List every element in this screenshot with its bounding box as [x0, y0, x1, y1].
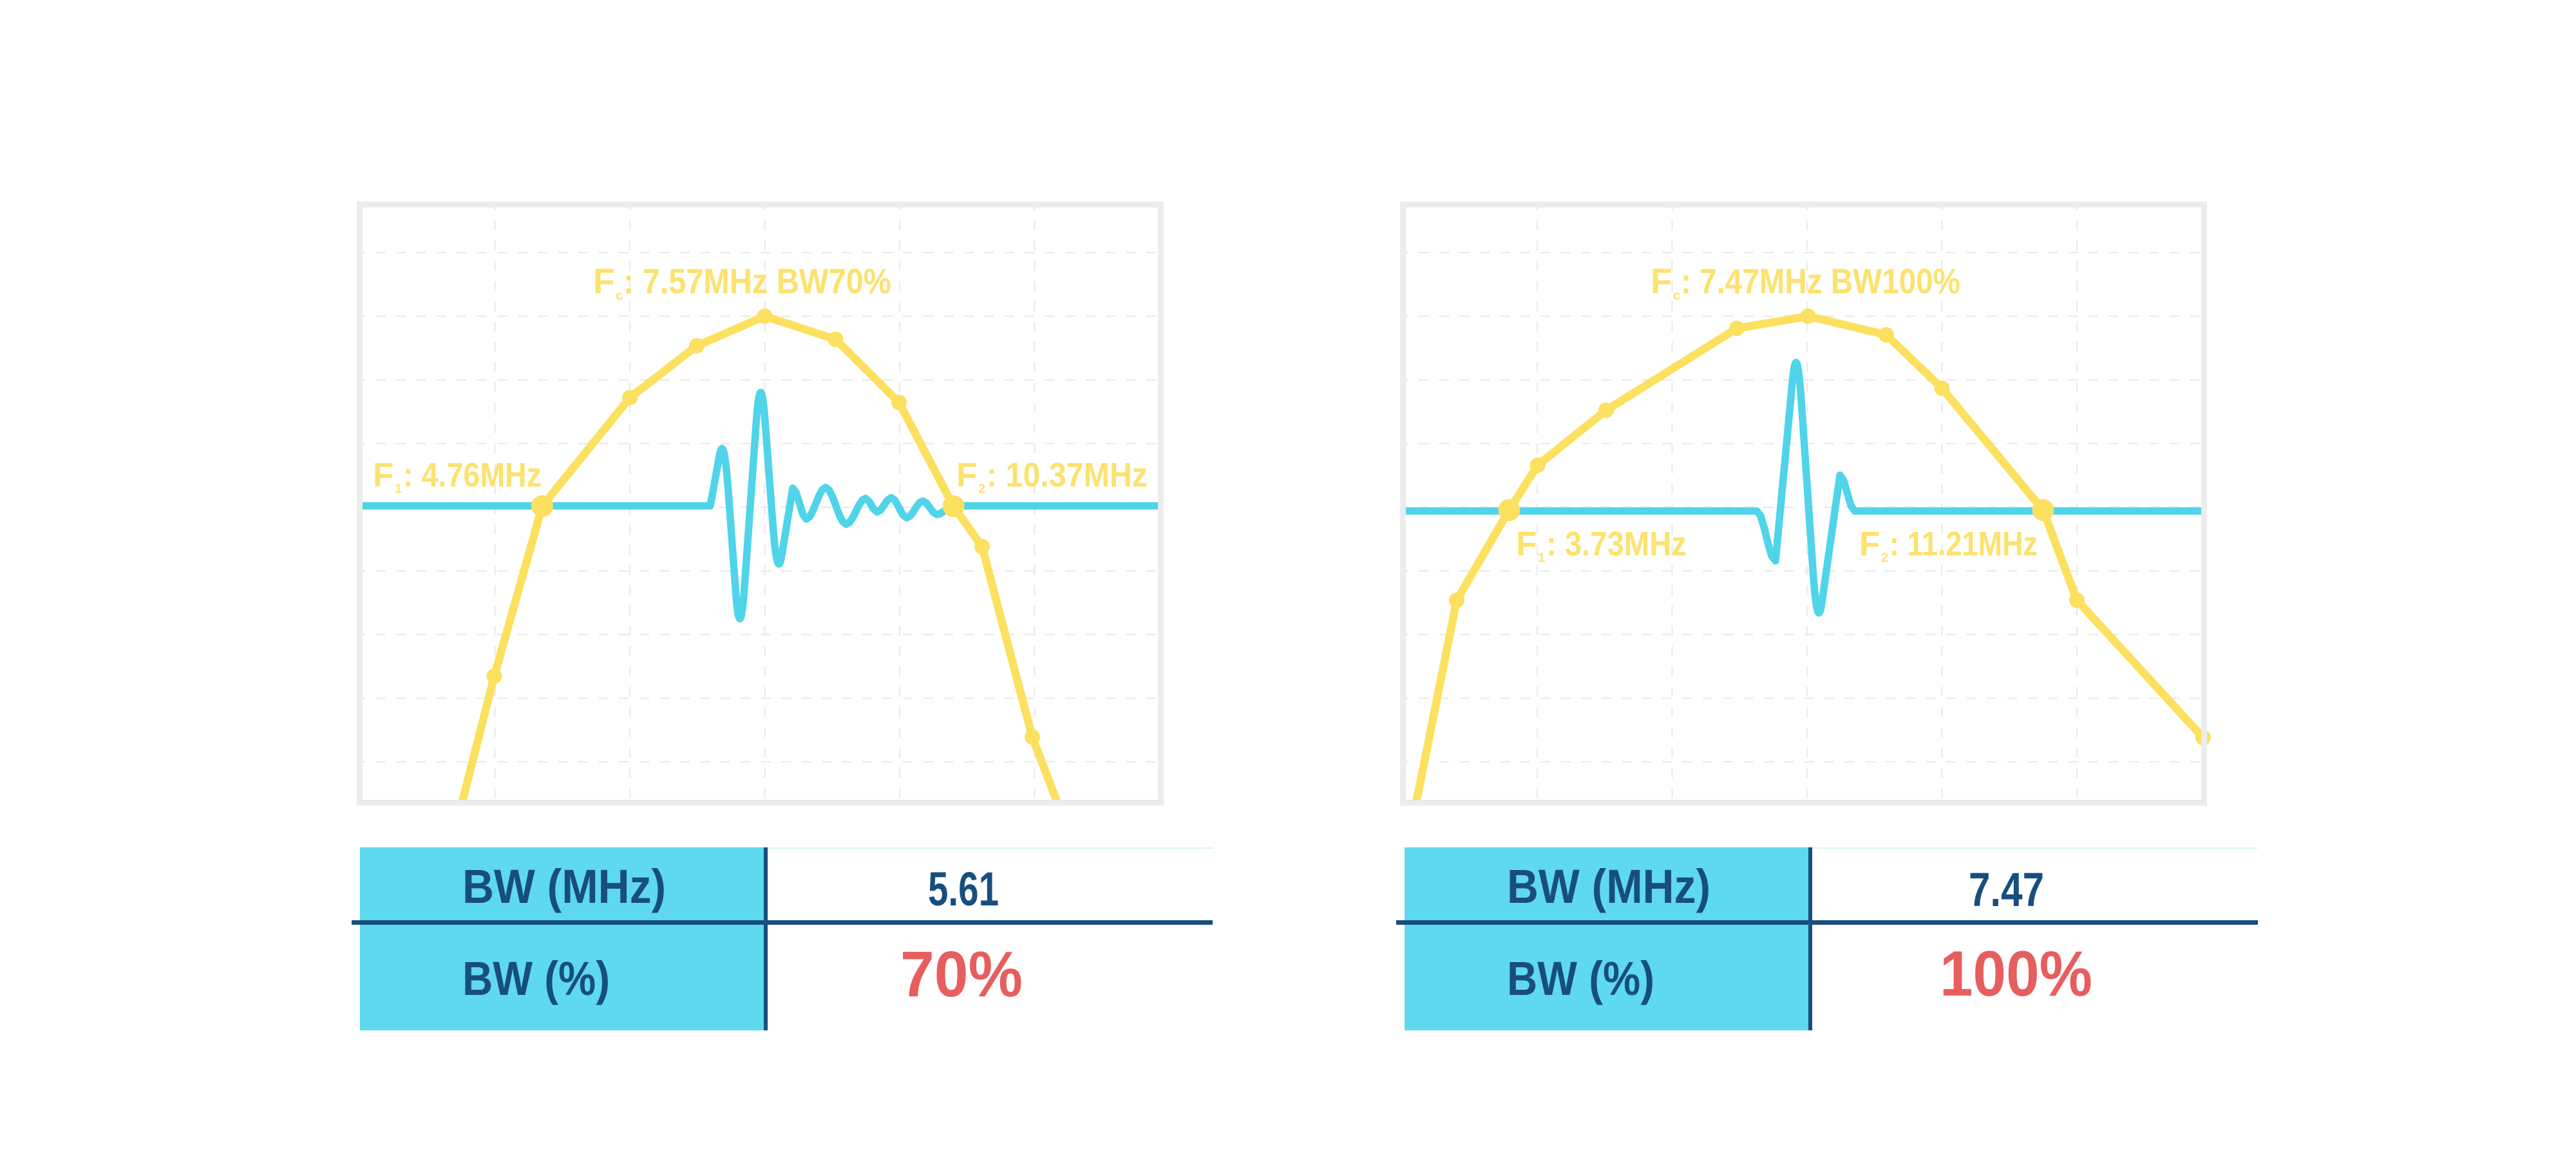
svg-text:: 11.21MHz: : 11.21MHz — [1889, 525, 2038, 563]
svg-text:: 10.37MHz: : 10.37MHz — [987, 457, 1148, 495]
svg-text:BW (%): BW (%) — [462, 952, 610, 1005]
svg-text:: 7.57MHz BW70%: : 7.57MHz BW70% — [623, 261, 891, 301]
svg-text:BW (MHz): BW (MHz) — [462, 860, 666, 913]
svg-text:: 7.47MHz BW100%: : 7.47MHz BW100% — [1681, 261, 1960, 301]
svg-text:: 3.73MHz: : 3.73MHz — [1546, 525, 1687, 563]
svg-text:F: F — [1651, 261, 1672, 301]
svg-text:BW (MHz): BW (MHz) — [1507, 860, 1710, 913]
svg-text:c: c — [616, 289, 623, 303]
svg-text:2: 2 — [1881, 551, 1888, 565]
svg-text:F: F — [1516, 525, 1537, 563]
svg-text:100%: 100% — [1940, 938, 2092, 1009]
svg-text:BW (%): BW (%) — [1507, 952, 1654, 1005]
svg-text:70%: 70% — [900, 938, 1023, 1010]
svg-text:c: c — [1673, 289, 1680, 303]
svg-text:2: 2 — [978, 482, 985, 497]
svg-text:F: F — [593, 261, 615, 301]
svg-text:: 4.76MHz: : 4.76MHz — [403, 457, 542, 495]
svg-text:F: F — [373, 457, 393, 495]
svg-text:1: 1 — [395, 482, 402, 497]
svg-text:5.61: 5.61 — [928, 862, 999, 916]
svg-text:F: F — [1859, 525, 1880, 563]
svg-text:F: F — [956, 457, 977, 495]
svg-text:1: 1 — [1538, 551, 1545, 565]
svg-text:7.47: 7.47 — [1969, 863, 2044, 916]
